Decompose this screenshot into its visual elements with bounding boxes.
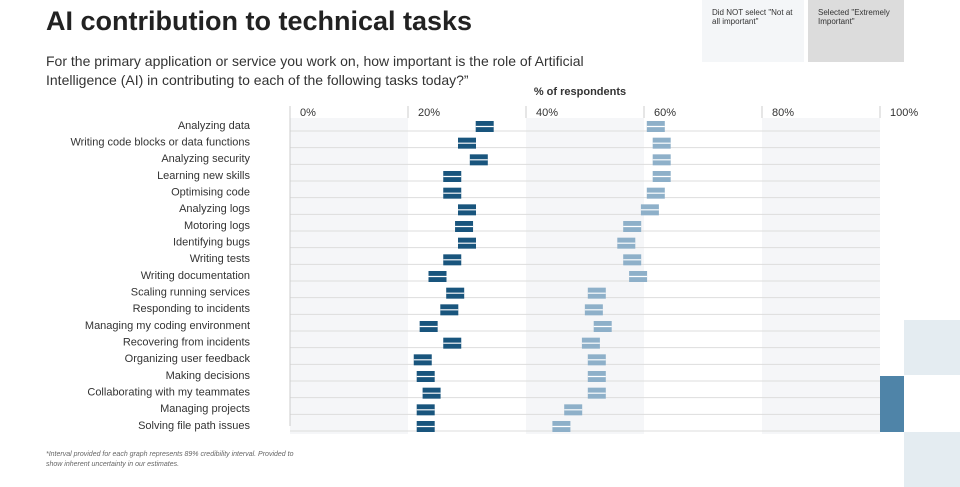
- category-label: Writing tests: [190, 253, 251, 265]
- category-label: Writing code blocks or data functions: [70, 137, 250, 149]
- category-label: Solving file path issues: [138, 420, 250, 432]
- band: [762, 118, 880, 434]
- category-label: Identifying bugs: [173, 237, 251, 249]
- x-tick-label: 0%: [300, 107, 316, 119]
- legend-entry: Did NOT select "Not at all important": [702, 0, 804, 62]
- x-tick-label: 40%: [536, 107, 558, 119]
- x-tick-label: 60%: [654, 107, 676, 119]
- decor: [904, 320, 960, 375]
- category-label: Managing projects: [160, 403, 250, 415]
- x-tick-label: 80%: [772, 107, 794, 119]
- category-label: Optimising code: [171, 187, 250, 199]
- band: [290, 118, 408, 434]
- category-label: Writing documentation: [141, 270, 250, 282]
- category-label: Analyzing security: [161, 153, 250, 165]
- category-label: Motoring logs: [184, 220, 251, 232]
- category-label: Scaling running services: [131, 287, 251, 299]
- title: AI contribution to technical tasks: [46, 6, 473, 36]
- band: [526, 118, 644, 434]
- category-label: Analyzing data: [178, 120, 251, 132]
- category-label: Analyzing logs: [179, 203, 250, 215]
- x-tick-label: 20%: [418, 107, 440, 119]
- category-label: Organizing user feedback: [125, 353, 251, 365]
- x-axis-label: % of respondents: [534, 86, 626, 98]
- category-label: Making decisions: [166, 370, 251, 382]
- category-label: Learning new skills: [157, 170, 250, 182]
- category-label: Responding to incidents: [133, 303, 251, 315]
- subtitle: For the primary application or service y…: [46, 53, 584, 88]
- decor: [904, 432, 960, 487]
- decor: [878, 376, 904, 432]
- legend-entry: Selected "Extremely Important": [808, 0, 904, 62]
- footnote: *Interval provided for each graph repres…: [46, 451, 294, 468]
- category-label: Collaborating with my teammates: [87, 387, 250, 399]
- category-label: Managing my coding environment: [85, 320, 250, 332]
- category-label: Recovering from incidents: [123, 337, 251, 349]
- x-tick-label: 100%: [890, 107, 918, 119]
